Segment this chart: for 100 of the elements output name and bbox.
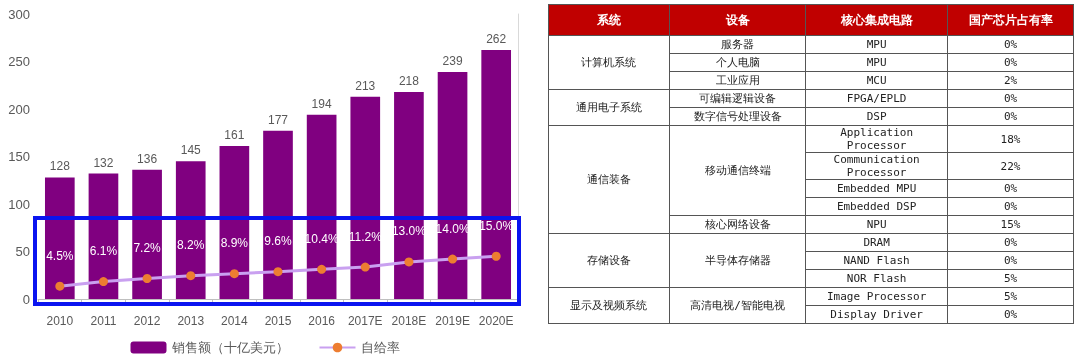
y-tick-label: 150 xyxy=(8,149,30,164)
text: NPU xyxy=(805,215,948,234)
bar xyxy=(306,114,337,299)
bar xyxy=(132,169,162,299)
y-tick-label: 0 xyxy=(22,291,30,307)
bar xyxy=(350,96,381,299)
legend-label: 销售额（十亿美元） xyxy=(170,340,289,355)
data-label: 213 xyxy=(355,78,376,93)
bar xyxy=(437,71,468,299)
point xyxy=(55,281,65,291)
x-tick-label: 2019E xyxy=(435,314,470,328)
data-label: 161 xyxy=(224,128,245,143)
bar xyxy=(219,146,250,299)
bar xyxy=(481,50,512,299)
text: 通用电子系统 xyxy=(548,89,670,126)
text: 存储设备 xyxy=(548,233,670,288)
y-tick-label: 300 xyxy=(8,6,30,22)
data-label: 132 xyxy=(93,155,114,170)
x-tick-label: 2015 xyxy=(264,314,292,328)
point xyxy=(404,257,414,267)
data-label: 7.2% xyxy=(133,240,162,255)
text: 5% xyxy=(947,269,1074,288)
x-tick-label: 2011 xyxy=(90,314,117,328)
y-tick-label: 200 xyxy=(8,101,30,117)
bar xyxy=(263,130,293,299)
text: Communication Processor xyxy=(805,152,948,180)
x-tick-label: 2017E xyxy=(347,314,383,328)
text: 2% xyxy=(947,71,1074,90)
point xyxy=(273,267,283,277)
point xyxy=(186,271,196,281)
x-tick-label: 2016 xyxy=(308,314,336,328)
text: 0% xyxy=(947,179,1074,198)
point xyxy=(448,254,458,264)
point xyxy=(491,251,501,261)
text: 0% xyxy=(947,89,1074,108)
text: Embedded DSP xyxy=(805,197,948,216)
text: NOR Flash xyxy=(805,269,948,288)
point xyxy=(317,264,327,274)
text: 0% xyxy=(947,107,1074,126)
text: MPU xyxy=(805,53,948,72)
text: 0% xyxy=(947,233,1074,252)
data-label: 128 xyxy=(49,159,71,174)
text: 核心集成电路 xyxy=(805,4,948,36)
point xyxy=(360,262,370,272)
point xyxy=(98,277,108,287)
x-tick-label: 2014 xyxy=(221,314,249,328)
text: 0% xyxy=(947,251,1074,270)
text: MCU xyxy=(805,71,948,90)
text: 工业应用 xyxy=(669,71,806,90)
data-label: 6.1% xyxy=(89,244,118,259)
text: 计算机系统 xyxy=(548,35,670,90)
bar xyxy=(175,161,206,299)
text: Embedded MPU xyxy=(805,179,948,198)
text: 0% xyxy=(947,35,1074,54)
text: 0% xyxy=(947,305,1074,324)
point xyxy=(229,269,239,279)
legend-label: 自给率 xyxy=(360,340,400,355)
data-label: 177 xyxy=(267,112,289,127)
data-label: 4.5% xyxy=(46,248,74,263)
data-label: 218 xyxy=(398,73,420,88)
data-label: 8.2% xyxy=(177,238,205,253)
x-tick-label: 2012 xyxy=(133,314,161,328)
y-tick-label: 100 xyxy=(8,196,30,212)
text: 设备 xyxy=(669,4,806,36)
data-label: 239 xyxy=(442,53,463,68)
text: 0% xyxy=(947,197,1074,216)
bar xyxy=(44,177,75,299)
y-tick-label: 50 xyxy=(15,244,30,259)
text: 半导体存储器 xyxy=(669,233,806,288)
text: 可编辑逻辑设备 xyxy=(669,89,806,108)
text: 22% xyxy=(947,152,1074,180)
data-label: 262 xyxy=(486,32,507,47)
y-tick-label: 250 xyxy=(8,54,30,69)
data-label: 9.6% xyxy=(264,234,292,249)
text: DRAM xyxy=(805,233,948,252)
text: MPU xyxy=(805,35,948,54)
text: Application Processor xyxy=(805,125,948,153)
text: Image Processor xyxy=(805,287,948,306)
text: 18% xyxy=(947,125,1074,153)
text: FPGA/EPLD xyxy=(805,89,948,108)
text: 个人电脑 xyxy=(669,53,806,72)
text: 数字信号处理设备 xyxy=(669,107,806,126)
data-label: 136 xyxy=(137,151,158,166)
text: 移动通信终端 xyxy=(669,125,806,216)
text: 0% xyxy=(947,53,1074,72)
text: 15% xyxy=(947,215,1074,234)
text: NAND Flash xyxy=(805,251,948,270)
bar xyxy=(394,91,424,299)
x-tick-label: 2010 xyxy=(46,314,74,328)
text: 5% xyxy=(947,287,1074,306)
text: 国产芯片占有率 xyxy=(947,4,1074,36)
text: DSP xyxy=(805,107,948,126)
x-tick-label: 2013 xyxy=(177,314,205,328)
point xyxy=(142,273,152,283)
text: 核心网络设备 xyxy=(669,215,806,234)
text: Display Driver xyxy=(805,305,948,324)
x-tick-label: 2018E xyxy=(391,314,427,328)
bar xyxy=(88,173,119,299)
text: 系统 xyxy=(548,4,670,36)
data-label: 145 xyxy=(180,143,202,158)
